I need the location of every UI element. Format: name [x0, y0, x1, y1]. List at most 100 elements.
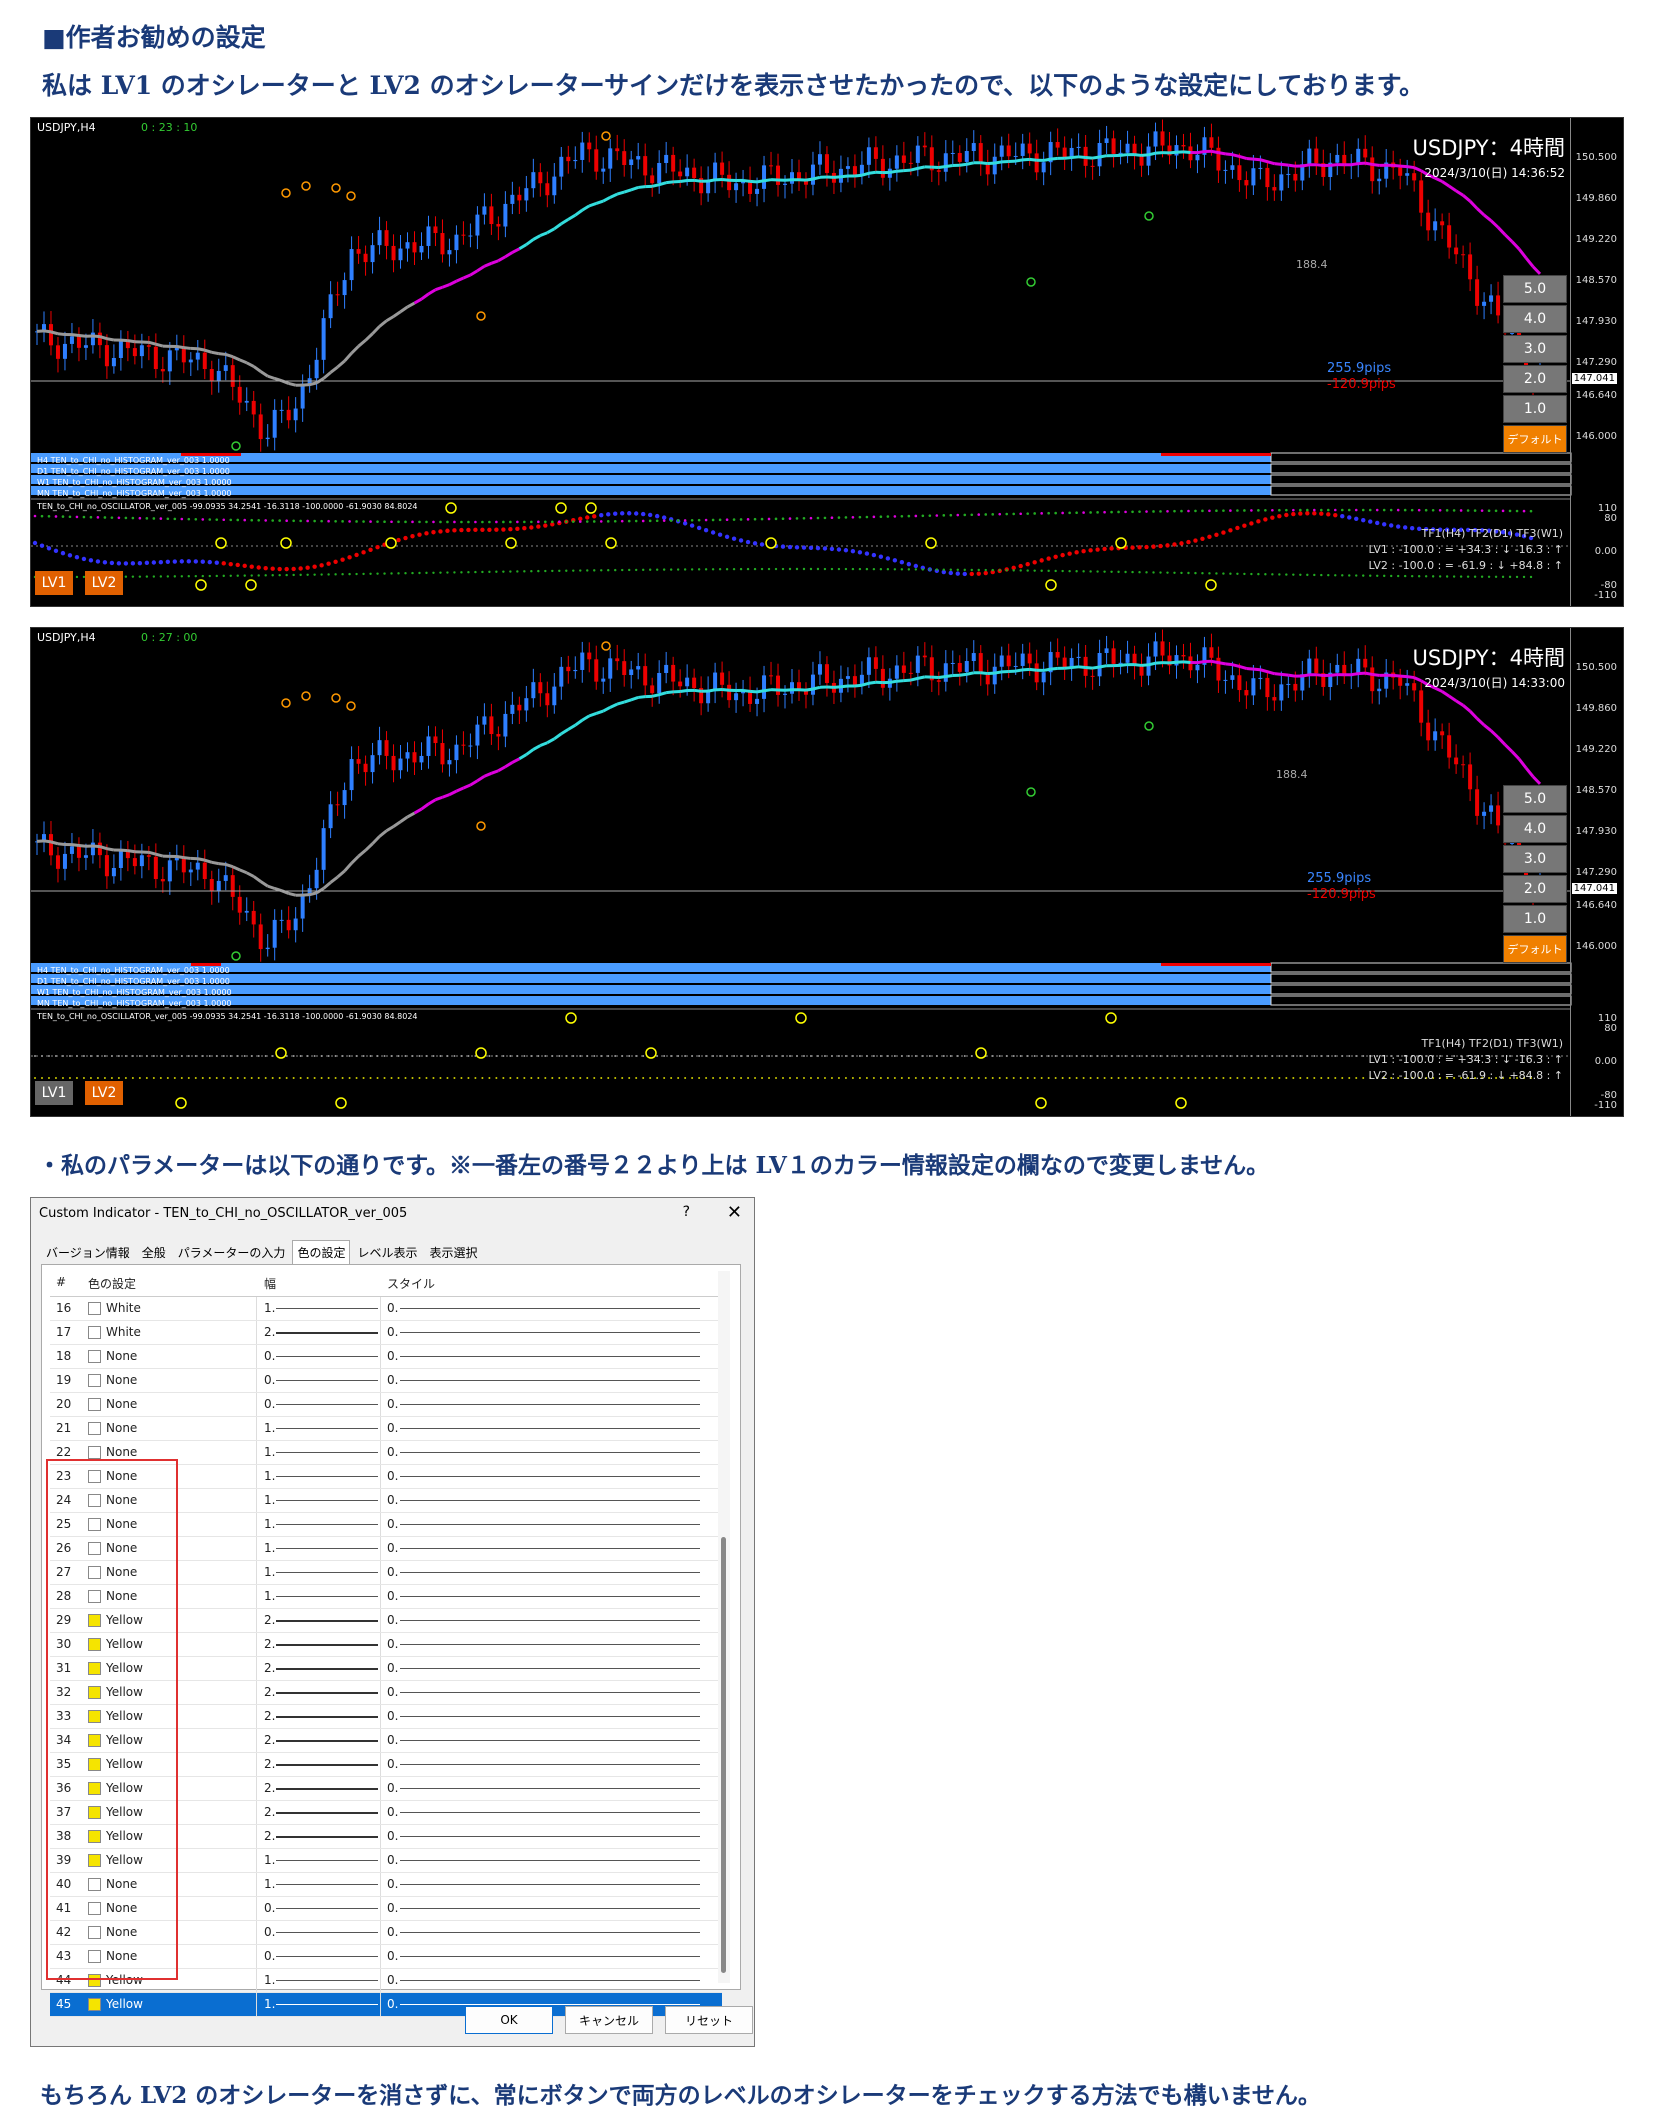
color-name[interactable]: Yellow: [106, 1637, 143, 1651]
style-value[interactable]: 0.: [387, 1757, 399, 1771]
style-value[interactable]: 0.: [387, 1661, 399, 1675]
width-value[interactable]: 0.: [264, 1373, 276, 1387]
default-button[interactable]: デフォルト: [1503, 425, 1567, 453]
color-swatch[interactable]: [88, 1302, 101, 1315]
color-swatch[interactable]: [88, 1614, 101, 1627]
color-name[interactable]: None: [106, 1445, 138, 1459]
color-name[interactable]: Yellow: [106, 1685, 143, 1699]
zoom-button-2[interactable]: 2.0: [1503, 365, 1567, 393]
table-scrollbar[interactable]: [718, 1271, 730, 1983]
width-value[interactable]: 0.: [264, 1949, 276, 1963]
style-value[interactable]: 0.: [387, 1949, 399, 1963]
table-row[interactable]: 39 Yellow 1. 0.: [50, 1849, 722, 1873]
width-value[interactable]: 1.: [264, 1565, 276, 1579]
width-value[interactable]: 2.: [264, 1781, 276, 1795]
style-value[interactable]: 0.: [387, 1445, 399, 1459]
lv1-toggle-button[interactable]: LV1: [35, 1081, 73, 1105]
style-value[interactable]: 0.: [387, 1997, 399, 2011]
zoom-button-3[interactable]: 3.0: [1503, 845, 1567, 873]
chart-window-2[interactable]: USDJPY,H4 0 : 27 : 00 USDJPY：4時間 2024/3/…: [30, 627, 1624, 1117]
color-swatch[interactable]: [88, 1542, 101, 1555]
table-row[interactable]: 31 Yellow 2. 0.: [50, 1657, 722, 1681]
style-value[interactable]: 0.: [387, 1901, 399, 1915]
table-row[interactable]: 24 None 1. 0.: [50, 1489, 722, 1513]
width-value[interactable]: 0.: [264, 1349, 276, 1363]
tab-visualization[interactable]: 表示選択: [429, 1246, 478, 1260]
chart-window-1[interactable]: USDJPY,H4 0 : 23 : 10 USDJPY：4時間 2024/3/…: [30, 117, 1624, 607]
color-name[interactable]: None: [106, 1421, 138, 1435]
width-value[interactable]: 0.: [264, 1925, 276, 1939]
color-swatch[interactable]: [88, 1758, 101, 1771]
color-swatch[interactable]: [88, 1974, 101, 1987]
table-row[interactable]: 32 Yellow 2. 0.: [50, 1681, 722, 1705]
style-value[interactable]: 0.: [387, 1421, 399, 1435]
tab-levels[interactable]: レベル表示: [357, 1246, 418, 1260]
color-swatch[interactable]: [88, 1686, 101, 1699]
tab-general[interactable]: 全般: [141, 1246, 166, 1260]
width-value[interactable]: 1.: [264, 1973, 276, 1987]
cancel-button[interactable]: キャンセル: [565, 2006, 653, 2034]
color-swatch[interactable]: [88, 1494, 101, 1507]
style-value[interactable]: 0.: [387, 1781, 399, 1795]
table-row[interactable]: 17 White 2. 0.: [50, 1321, 722, 1345]
color-name[interactable]: None: [106, 1589, 138, 1603]
table-row[interactable]: 42 None 0. 0.: [50, 1921, 722, 1945]
style-value[interactable]: 0.: [387, 1589, 399, 1603]
color-name[interactable]: None: [106, 1877, 138, 1891]
width-value[interactable]: 1.: [264, 1493, 276, 1507]
color-swatch[interactable]: [88, 1782, 101, 1795]
table-row[interactable]: 21 None 1. 0.: [50, 1417, 722, 1441]
zoom-button-5[interactable]: 5.0: [1503, 275, 1567, 303]
ok-button[interactable]: OK: [465, 2006, 553, 2034]
table-row[interactable]: 34 Yellow 2. 0.: [50, 1729, 722, 1753]
table-row[interactable]: 29 Yellow 2. 0.: [50, 1609, 722, 1633]
width-value[interactable]: 2.: [264, 1805, 276, 1819]
zoom-button-1[interactable]: 1.0: [1503, 395, 1567, 423]
table-row[interactable]: 20 None 0. 0.: [50, 1393, 722, 1417]
style-value[interactable]: 0.: [387, 1877, 399, 1891]
zoom-button-1[interactable]: 1.0: [1503, 905, 1567, 933]
width-value[interactable]: 2.: [264, 1325, 276, 1339]
color-name[interactable]: None: [106, 1397, 138, 1411]
width-value[interactable]: 1.: [264, 1877, 276, 1891]
table-row[interactable]: 44 Yellow 1. 0.: [50, 1969, 722, 1993]
color-swatch[interactable]: [88, 1806, 101, 1819]
width-value[interactable]: 2.: [264, 1613, 276, 1627]
style-value[interactable]: 0.: [387, 1493, 399, 1507]
table-row[interactable]: 27 None 1. 0.: [50, 1561, 722, 1585]
width-value[interactable]: 2.: [264, 1709, 276, 1723]
color-swatch[interactable]: [88, 1878, 101, 1891]
color-name[interactable]: Yellow: [106, 1781, 143, 1795]
zoom-button-3[interactable]: 3.0: [1503, 335, 1567, 363]
table-row[interactable]: 22 None 1. 0.: [50, 1441, 722, 1465]
color-name[interactable]: Yellow: [106, 1973, 143, 1987]
help-button[interactable]: ?: [682, 1204, 690, 1220]
table-row[interactable]: 18 None 0. 0.: [50, 1345, 722, 1369]
style-value[interactable]: 0.: [387, 1973, 399, 1987]
width-value[interactable]: 2.: [264, 1637, 276, 1651]
width-value[interactable]: 1.: [264, 1421, 276, 1435]
width-value[interactable]: 1.: [264, 1445, 276, 1459]
color-swatch[interactable]: [88, 1926, 101, 1939]
color-name[interactable]: None: [106, 1901, 138, 1915]
color-swatch[interactable]: [88, 1710, 101, 1723]
width-value[interactable]: 1.: [264, 1541, 276, 1555]
style-value[interactable]: 0.: [387, 1805, 399, 1819]
table-row[interactable]: 30 Yellow 2. 0.: [50, 1633, 722, 1657]
table-row[interactable]: 37 Yellow 2. 0.: [50, 1801, 722, 1825]
style-value[interactable]: 0.: [387, 1349, 399, 1363]
style-value[interactable]: 0.: [387, 1613, 399, 1627]
scrollbar-thumb[interactable]: [721, 1537, 726, 1973]
lv2-toggle-button[interactable]: LV2: [85, 571, 123, 595]
tab-version-info[interactable]: バージョン情報: [46, 1246, 130, 1260]
width-value[interactable]: 1.: [264, 1517, 276, 1531]
color-name[interactable]: Yellow: [106, 1853, 143, 1867]
style-value[interactable]: 0.: [387, 1925, 399, 1939]
style-value[interactable]: 0.: [387, 1565, 399, 1579]
table-row[interactable]: 28 None 1. 0.: [50, 1585, 722, 1609]
width-value[interactable]: 1.: [264, 1589, 276, 1603]
color-name[interactable]: None: [106, 1565, 138, 1579]
color-name[interactable]: None: [106, 1373, 138, 1387]
width-value[interactable]: 2.: [264, 1757, 276, 1771]
color-swatch[interactable]: [88, 1398, 101, 1411]
